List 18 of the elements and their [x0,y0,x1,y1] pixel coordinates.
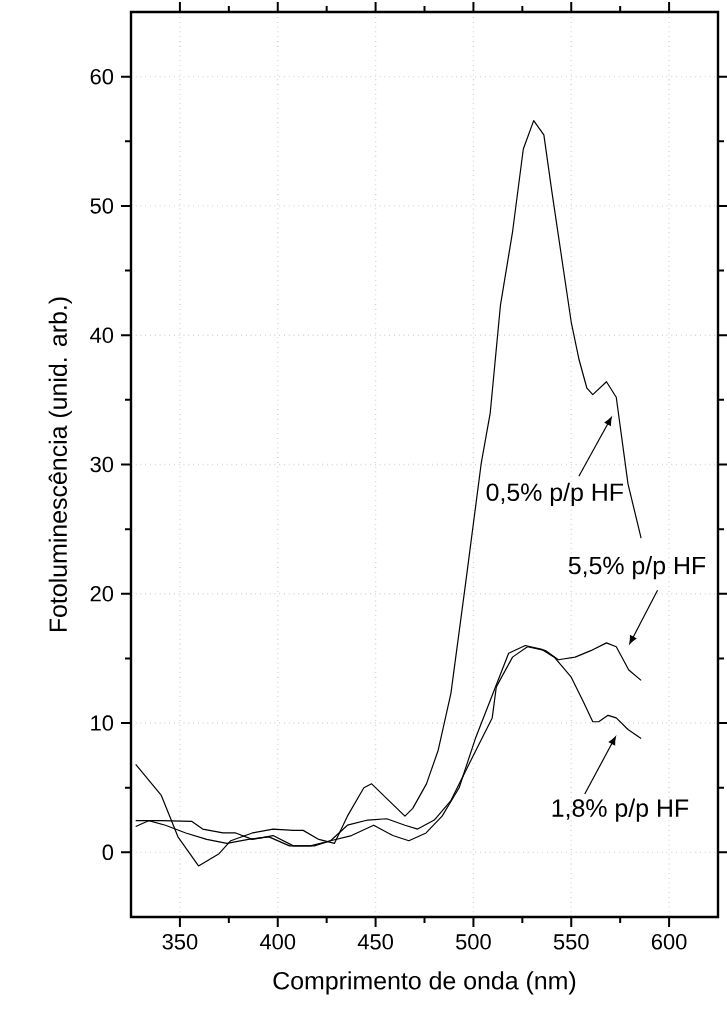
x-tick-label: 600 [651,934,687,950]
x-axis-title: Comprimento de onda (nm) [273,971,576,995]
x-tick-label: 550 [553,934,589,950]
annotation: 5,5% p/p HF [568,556,706,580]
y-tick-label: 50 [90,198,114,214]
annotation: 0,5% p/p HF [486,482,623,506]
x-tick-label: 350 [162,934,198,950]
x-tick-label: 400 [259,934,296,950]
annotation: 1,8% p/p HF [552,798,689,822]
y-axis-title: Fotoluminescência (unid. arb.) [48,297,72,632]
y-tick-label: 0 [102,844,114,861]
y-tick-label: 30 [90,456,114,473]
y-tick-label: 20 [90,586,114,602]
x-tick-label: 500 [456,934,491,950]
y-tick-label: 40 [90,327,114,343]
y-tick-label: 10 [91,715,114,731]
y-tick-label: 60 [90,68,114,85]
x-tick-label: 450 [357,934,393,950]
